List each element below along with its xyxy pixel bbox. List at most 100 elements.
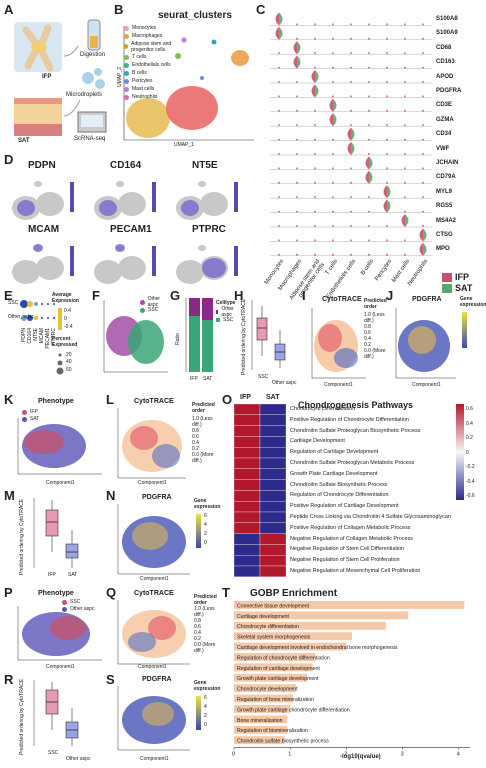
h-xcat-other: Other aspc: [272, 380, 297, 386]
violin-ifp: [386, 95, 387, 98]
legend-tick: 6: [204, 695, 207, 701]
violin-sat: [369, 170, 373, 184]
heatmap-cell-ifp: [233, 544, 261, 556]
cluster-blob: [118, 192, 146, 216]
violin-ifp: [365, 156, 369, 170]
legend-label: 0.8: [194, 618, 201, 624]
violin-ifp: [422, 23, 423, 26]
panel-letter-I: I: [302, 288, 306, 303]
panel-letter-N: N: [106, 488, 116, 503]
violin-sat: [405, 95, 406, 98]
gene-label: S100A8: [436, 16, 458, 22]
s-xlabel: Component1: [140, 756, 169, 762]
panel-letter-G: G: [170, 288, 181, 303]
legend-dot: [124, 54, 129, 60]
violin-sat: [279, 181, 280, 184]
dotplot-dot: [53, 317, 55, 319]
microdroplets-label: Microdroplets: [66, 92, 103, 98]
legend-label: 0.8: [192, 428, 199, 434]
feature-colorbar: [234, 246, 238, 276]
violin-sat: [297, 210, 298, 213]
legend-label: 1.0 (Less diff.): [194, 606, 215, 618]
violin-ifp: [314, 239, 315, 242]
cluster-blob: [118, 256, 146, 280]
violin-ifp: [314, 196, 315, 199]
o-title: Chondrogenesis Pathways: [298, 400, 414, 410]
violin-sat: [315, 84, 319, 98]
legend-dot: [124, 78, 129, 84]
pct-legend-dot: [56, 367, 64, 375]
panel-d-feature-plots: PDPN CD164 NT5E MCAM PECAM1 PTPRC: [8, 160, 254, 286]
violin-sat: [369, 239, 370, 242]
violin-sat: [333, 37, 334, 40]
violin-sat: [387, 109, 388, 112]
heatmap-cell-ifp: [233, 468, 261, 480]
violin-sat: [351, 239, 352, 242]
panel-p-phenotype: Phenotype SSC Other aspc Component1: [8, 590, 104, 670]
panel-letter-O: O: [222, 392, 233, 407]
violin-sat: [387, 138, 388, 141]
pathway-label: Growth Plate Cartilage Development: [290, 470, 378, 477]
violin-ifp: [368, 124, 369, 127]
violin-ifp: [314, 224, 315, 227]
violin-ifp: [350, 181, 351, 184]
violin-sat: [315, 109, 316, 112]
pct-tick-2: 60: [66, 367, 72, 373]
violin-ifp: [278, 66, 279, 69]
heatmap-cell-sat: [259, 490, 287, 502]
pathway-label: Positive Regulation of Chondrocyte Diffe…: [290, 416, 409, 423]
violin-ifp: [404, 152, 405, 155]
violin-sat: [297, 167, 298, 170]
legend-label-ifp: IFP: [455, 272, 470, 282]
violin-ifp: [278, 109, 279, 112]
violin-ifp: [311, 70, 315, 83]
heatmap-cell-ifp: [233, 414, 261, 426]
violin-sat: [405, 66, 406, 69]
violin-ifp: [422, 181, 423, 184]
violin-sat: [351, 66, 352, 69]
violin-ifp: [404, 52, 405, 55]
violin-sat: [297, 55, 301, 69]
violin-ifp: [368, 95, 369, 98]
violin-sat: [405, 109, 406, 112]
expression-blob: [17, 200, 35, 216]
legend-label: 0.4: [364, 336, 371, 342]
panel-r-boxplot: Predicted ordering by CytoTRACE SSC Othe…: [8, 676, 104, 766]
violin-sat: [297, 37, 298, 40]
violin-ifp: [404, 167, 405, 170]
legend-tick: 0: [204, 540, 207, 546]
violin-sat: [369, 23, 370, 26]
violin-ifp: [404, 95, 405, 98]
heatmap-cell-sat: [259, 511, 287, 523]
avg-expression-title: Average Expression: [52, 292, 79, 304]
o-colorbar: [456, 404, 464, 500]
pathway-label: Negative Regulation of Stem Cell Prolife…: [290, 557, 400, 564]
violin-ifp: [386, 152, 387, 155]
violin-sat: [387, 152, 388, 155]
pathway-label: Negative Regulation of Stem Cell Differe…: [290, 546, 405, 553]
gobp-tick-label: 4: [457, 752, 460, 758]
heatmap-cell-ifp: [233, 447, 261, 459]
violin-ifp: [383, 185, 387, 199]
panel-letter-R: R: [4, 672, 14, 687]
violin-sat: [279, 80, 280, 83]
panel-c-violins: S100A8 S100A9 CD68 CD163 APOD PDGFRA CD3E GZMA C…: [262, 10, 484, 301]
violin-ifp: [296, 23, 297, 26]
legend-label-sat: SAT: [455, 283, 473, 293]
violin-ifp: [422, 80, 423, 83]
legend-label: 0.8: [364, 324, 371, 330]
legend-dot: [124, 70, 129, 76]
gene-label: JCHAIN: [436, 160, 459, 166]
violin-sat: [351, 196, 352, 199]
gene-label: CD79A: [436, 174, 456, 181]
n-colorbar: [196, 514, 201, 548]
pct-legend-dot: [58, 353, 62, 357]
violin-ifp: [293, 41, 297, 55]
violin-ifp: [278, 95, 279, 98]
gobp-bar-label: Chondroitin sulfate biosynthetic process: [237, 739, 329, 745]
g-legend-title: Celltype: [216, 300, 236, 306]
gobp-chart: Connective tissue development Cartilage d…: [232, 601, 470, 758]
violin-ifp: [329, 98, 333, 112]
gobp-bar-label: Cartilage development involved in endoch…: [237, 645, 398, 651]
violin-ifp: [422, 66, 423, 69]
